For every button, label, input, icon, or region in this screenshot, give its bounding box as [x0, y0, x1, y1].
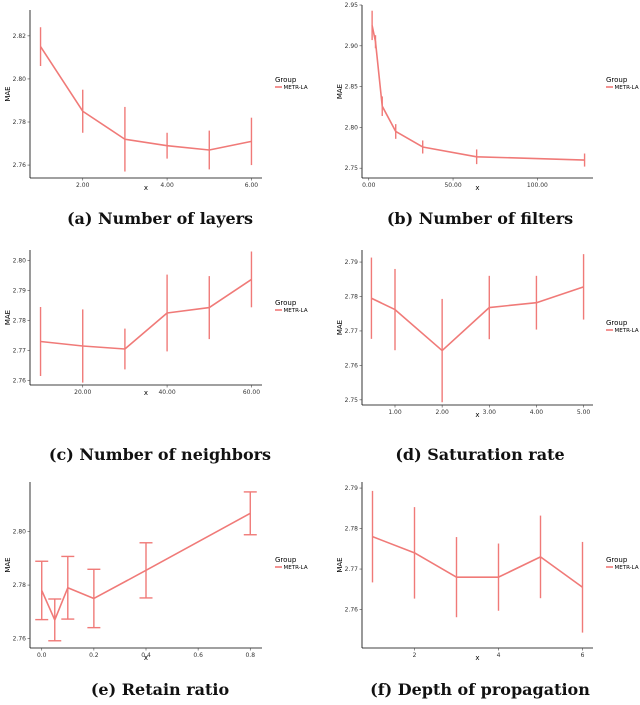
legend-title: Group — [275, 299, 297, 307]
x-tick-label: 20.00 — [74, 389, 91, 396]
x-tick-label: 100.00 — [527, 182, 548, 189]
x-tick-label: 1.00 — [388, 409, 402, 416]
y-tick-label: 2.95 — [345, 2, 359, 9]
chart-caption: (d) Saturation rate — [395, 445, 564, 464]
x-tick-label: 0.6 — [193, 652, 203, 659]
y-tick-label: 2.79 — [345, 485, 359, 492]
series-line — [40, 278, 252, 350]
chart-caption: (a) Number of layers — [67, 209, 253, 228]
x-tick-label: 2.00 — [435, 409, 449, 416]
series-line — [371, 286, 584, 352]
chart-caption: (f) Depth of propagation — [370, 680, 590, 699]
y-tick-label: 2.80 — [13, 76, 27, 83]
chart-panel-b: 0.00 50.00 100.00 2.75 2.80 2.85 2.90 2.95 x MAE G… — [336, 2, 639, 228]
y-tick-label: 2.75 — [345, 397, 359, 404]
x-tick-label: 0.0 — [37, 652, 47, 659]
y-tick-label: 2.77 — [345, 566, 359, 573]
legend-title: Group — [606, 556, 628, 564]
y-tick-label: 2.78 — [13, 318, 27, 325]
y-tick-label: 2.79 — [13, 288, 27, 295]
x-axis-label: x — [144, 654, 148, 662]
chart-panel-d: 1.00 2.00 3.00 4.00 5.00 2.75 2.76 2.77 2.78 2.79… — [336, 250, 639, 464]
chart-caption: (b) Number of filters — [387, 209, 573, 228]
legend-label: METR-LA — [284, 308, 308, 314]
x-tick-label: 0.4 — [141, 652, 151, 659]
x-tick-label: 3.00 — [483, 409, 497, 416]
legend-label: METR-LA — [615, 85, 639, 91]
series-line — [40, 512, 251, 621]
y-tick-label: 2.90 — [345, 43, 359, 50]
y-tick-label: 2.80 — [345, 124, 359, 131]
y-axis-label: MAE — [4, 310, 12, 325]
x-tick-label: 0.00 — [362, 182, 376, 189]
legend-title: Group — [275, 556, 297, 564]
y-tick-label: 2.76 — [345, 607, 359, 614]
x-tick-label: 4.00 — [530, 409, 544, 416]
chart-caption: (c) Number of neighbors — [49, 445, 271, 464]
y-tick-label: 2.76 — [13, 636, 27, 643]
y-tick-label: 2.78 — [345, 294, 359, 301]
x-tick-label: 40.00 — [158, 389, 175, 396]
series-line — [371, 25, 585, 161]
y-tick-label: 2.75 — [345, 165, 359, 172]
y-tick-label: 2.76 — [345, 362, 359, 369]
legend-title: Group — [606, 319, 628, 327]
y-axis-label: MAE — [336, 320, 344, 335]
y-axis-label: MAE — [336, 84, 344, 99]
x-tick-label: 2.00 — [76, 182, 90, 189]
x-tick-label: 0.8 — [245, 652, 255, 659]
y-tick-label: 2.79 — [345, 259, 359, 266]
y-tick-label: 2.77 — [13, 348, 27, 355]
legend-title: Group — [606, 76, 628, 84]
x-axis-label: x — [475, 184, 479, 192]
legend-title: Group — [275, 76, 297, 84]
chart-panel-a: 2.00 4.00 6.00 2.76 2.78 2.80 2.82 x MAE GroupMET… — [4, 10, 308, 228]
y-tick-label: 2.78 — [13, 119, 27, 126]
x-tick-label: 5.00 — [577, 409, 591, 416]
chart-caption: (e) Retain ratio — [91, 680, 230, 699]
x-axis-label: x — [144, 184, 148, 192]
x-axis-label: x — [475, 411, 479, 419]
legend-label: METR-LA — [284, 85, 308, 91]
chart-panel-e: 0.0 0.2 0.4 0.6 0.8 2.76 2.78 2.80 x MAE GroupMETR… — [4, 482, 308, 699]
x-tick-label: 6 — [581, 652, 585, 659]
x-tick-label: 0.2 — [89, 652, 99, 659]
x-tick-label: 4 — [497, 652, 501, 659]
x-tick-label: 2 — [413, 652, 417, 659]
chart-panel-c: 20.00 40.00 60.00 2.76 2.77 2.78 2.79 2.80 x MAE G… — [4, 250, 308, 464]
x-tick-label: 50.00 — [444, 182, 461, 189]
y-tick-label: 2.80 — [13, 258, 27, 265]
y-axis-label: MAE — [4, 557, 12, 572]
y-tick-label: 2.78 — [13, 582, 27, 589]
y-tick-label: 2.76 — [13, 162, 27, 169]
series-line — [39, 46, 252, 151]
legend-label: METR-LA — [615, 565, 639, 571]
y-tick-label: 2.77 — [345, 328, 359, 335]
x-tick-label: 60.00 — [243, 389, 260, 396]
y-tick-label: 2.78 — [345, 526, 359, 533]
legend-label: METR-LA — [284, 565, 308, 571]
x-tick-label: 4.00 — [160, 182, 174, 189]
y-tick-label: 2.80 — [13, 529, 27, 536]
x-tick-label: 6.00 — [245, 182, 259, 189]
series-line — [372, 535, 583, 588]
legend-label: METR-LA — [615, 328, 639, 334]
y-tick-label: 2.82 — [13, 33, 27, 40]
y-tick-label: 2.76 — [13, 378, 27, 385]
y-axis-label: MAE — [4, 86, 12, 101]
x-axis-label: x — [144, 389, 148, 397]
x-axis-label: x — [475, 654, 479, 662]
y-tick-label: 2.85 — [345, 84, 359, 91]
y-axis-label: MAE — [336, 557, 344, 572]
